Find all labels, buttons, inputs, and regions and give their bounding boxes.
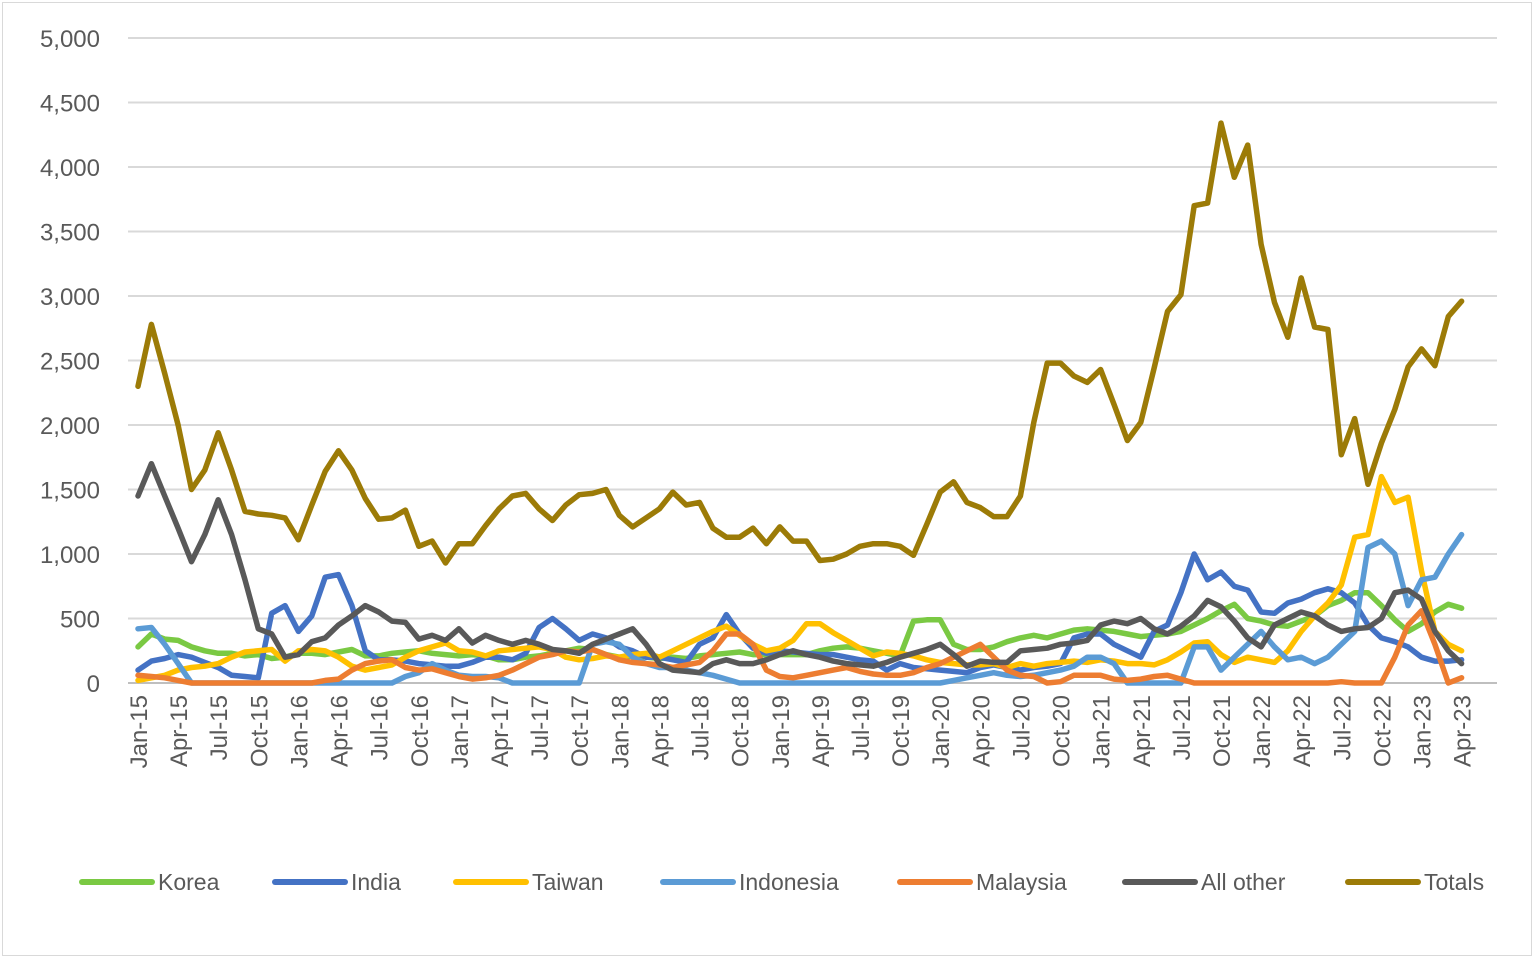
x-tick-label: Apr-16 (327, 695, 354, 767)
legend: Korea India Taiwan Indonesia Malaysia All oth… (79, 869, 1484, 895)
series-lines (135, 120, 1465, 686)
y-axis-tick-labels: 0 500 1,000 1,500 2,000 2,500 3,000 3,500 4,000 4… (40, 26, 100, 698)
x-tick-label: Jan-17 (447, 695, 474, 768)
x-tick-label: Jan-19 (768, 695, 795, 768)
x-tick-label: Oct-21 (1209, 695, 1236, 767)
x-tick-label: Jul-15 (206, 695, 233, 760)
x-tick-label: Jan-15 (126, 695, 153, 768)
x-tick-label: Apr-17 (487, 695, 514, 767)
x-tick-label: Oct-22 (1369, 695, 1396, 767)
x-tick-label: Jan-23 (1410, 695, 1437, 768)
x-tick-label: Apr-15 (166, 695, 193, 767)
x-tick-label: Jan-16 (286, 695, 313, 768)
x-tick-label: Apr-21 (1129, 695, 1156, 767)
y-tick-label: 2,500 (40, 349, 100, 376)
x-tick-label: Apr-18 (647, 695, 674, 767)
y-tick-label: 0 (87, 671, 100, 698)
x-tick-label: Jan-20 (928, 695, 955, 768)
y-tick-label: 1,500 (40, 478, 100, 505)
y-tick-label: 2,000 (40, 413, 100, 440)
y-tick-label: 3,000 (40, 284, 100, 311)
y-tick-label: 5,000 (40, 26, 100, 53)
legend-label-totals: Totals (1424, 869, 1484, 895)
x-tick-label: Jan-22 (1249, 695, 1276, 768)
legend-label-malaysia: Malaysia (976, 869, 1067, 895)
legend-label-india: India (351, 869, 401, 895)
legend-label-taiwan: Taiwan (532, 869, 604, 895)
x-tick-label: Apr-19 (808, 695, 835, 767)
series-line-malaysia (135, 608, 1465, 686)
y-tick-label: 4,000 (40, 155, 100, 182)
legend-label-all-other: All other (1201, 869, 1286, 895)
x-tick-label: Jul-19 (848, 695, 875, 760)
series-line-indonesia (135, 531, 1465, 686)
series-line-all-other (135, 460, 1465, 676)
x-tick-label: Jul-17 (527, 695, 554, 760)
x-tick-label: Oct-17 (567, 695, 594, 767)
series-line-totals (135, 120, 1465, 566)
x-tick-label: Oct-20 (1049, 695, 1076, 767)
x-tick-label: Jul-16 (367, 695, 394, 760)
y-tick-label: 4,500 (40, 91, 100, 118)
x-tick-label: Apr-22 (1289, 695, 1316, 767)
legend-label-indonesia: Indonesia (739, 869, 839, 895)
x-tick-label: Oct-19 (888, 695, 915, 767)
grid-lines (128, 37, 1497, 684)
x-tick-label: Jan-21 (1089, 695, 1116, 768)
x-tick-label: Oct-16 (407, 695, 434, 767)
x-tick-label: Jan-18 (607, 695, 634, 768)
x-tick-label: Oct-18 (728, 695, 755, 767)
y-tick-label: 1,000 (40, 542, 100, 569)
y-tick-label: 3,500 (40, 220, 100, 247)
x-tick-label: Jul-22 (1329, 695, 1356, 760)
y-tick-label: 500 (60, 607, 100, 634)
legend-label-korea: Korea (158, 869, 220, 895)
x-tick-label: Oct-15 (246, 695, 273, 767)
x-tick-label: Jul-20 (1008, 695, 1035, 760)
x-tick-label: Jul-21 (1169, 695, 1196, 760)
x-tick-label: Apr-23 (1450, 695, 1477, 767)
x-axis-tick-labels: Jan-15 Apr-15 Jul-15 Oct-15 Jan-16 Apr-16 Jul-… (126, 695, 1477, 768)
x-tick-label: Apr-20 (968, 695, 995, 767)
x-tick-label: Jul-18 (688, 695, 715, 760)
